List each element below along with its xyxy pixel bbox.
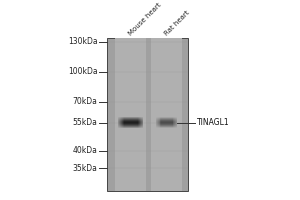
Bar xyxy=(139,117,140,128)
Bar xyxy=(142,117,143,128)
Bar xyxy=(118,121,143,122)
Bar xyxy=(151,38,182,191)
Bar xyxy=(141,117,142,128)
Text: 55kDa: 55kDa xyxy=(73,118,98,127)
Bar xyxy=(118,123,143,124)
Bar xyxy=(138,117,139,128)
Bar xyxy=(118,117,143,118)
Bar xyxy=(143,117,144,128)
Bar xyxy=(156,117,157,128)
Text: 40kDa: 40kDa xyxy=(73,146,98,155)
Bar xyxy=(156,122,177,123)
Text: 100kDa: 100kDa xyxy=(68,67,98,76)
Bar xyxy=(121,117,122,128)
Bar xyxy=(172,117,173,128)
Bar xyxy=(160,117,161,128)
Bar xyxy=(156,121,177,122)
Bar xyxy=(118,127,143,128)
Bar xyxy=(118,124,143,125)
Bar xyxy=(175,117,176,128)
Text: TINAGL1: TINAGL1 xyxy=(196,118,229,127)
Bar xyxy=(146,38,151,191)
Text: Mouse heart: Mouse heart xyxy=(128,2,163,37)
Bar xyxy=(156,123,177,124)
Bar xyxy=(118,119,143,120)
Bar xyxy=(118,118,143,119)
Bar xyxy=(123,117,124,128)
Bar xyxy=(140,117,141,128)
Bar xyxy=(160,117,161,128)
Bar xyxy=(120,117,121,128)
Bar xyxy=(156,127,177,128)
Text: 35kDa: 35kDa xyxy=(73,164,98,173)
Text: 130kDa: 130kDa xyxy=(68,37,98,46)
Bar xyxy=(156,125,177,126)
Bar xyxy=(118,125,143,126)
Bar xyxy=(174,117,175,128)
Bar xyxy=(156,126,177,127)
Bar xyxy=(156,118,177,119)
Bar xyxy=(119,117,120,128)
Text: Rat heart: Rat heart xyxy=(164,9,191,37)
Bar xyxy=(158,117,159,128)
Bar xyxy=(118,126,143,127)
Bar xyxy=(118,120,143,121)
Bar xyxy=(157,117,158,128)
Bar xyxy=(173,117,174,128)
Bar xyxy=(177,117,178,128)
Bar xyxy=(156,120,177,121)
Bar xyxy=(156,117,177,118)
Text: 70kDa: 70kDa xyxy=(73,97,98,106)
Bar xyxy=(118,122,143,123)
Bar xyxy=(106,38,188,191)
Bar xyxy=(156,124,177,125)
Bar xyxy=(118,117,119,128)
Bar xyxy=(176,117,177,128)
Bar xyxy=(122,117,123,128)
Bar xyxy=(159,117,160,128)
Bar xyxy=(156,119,177,120)
Bar xyxy=(115,38,146,191)
